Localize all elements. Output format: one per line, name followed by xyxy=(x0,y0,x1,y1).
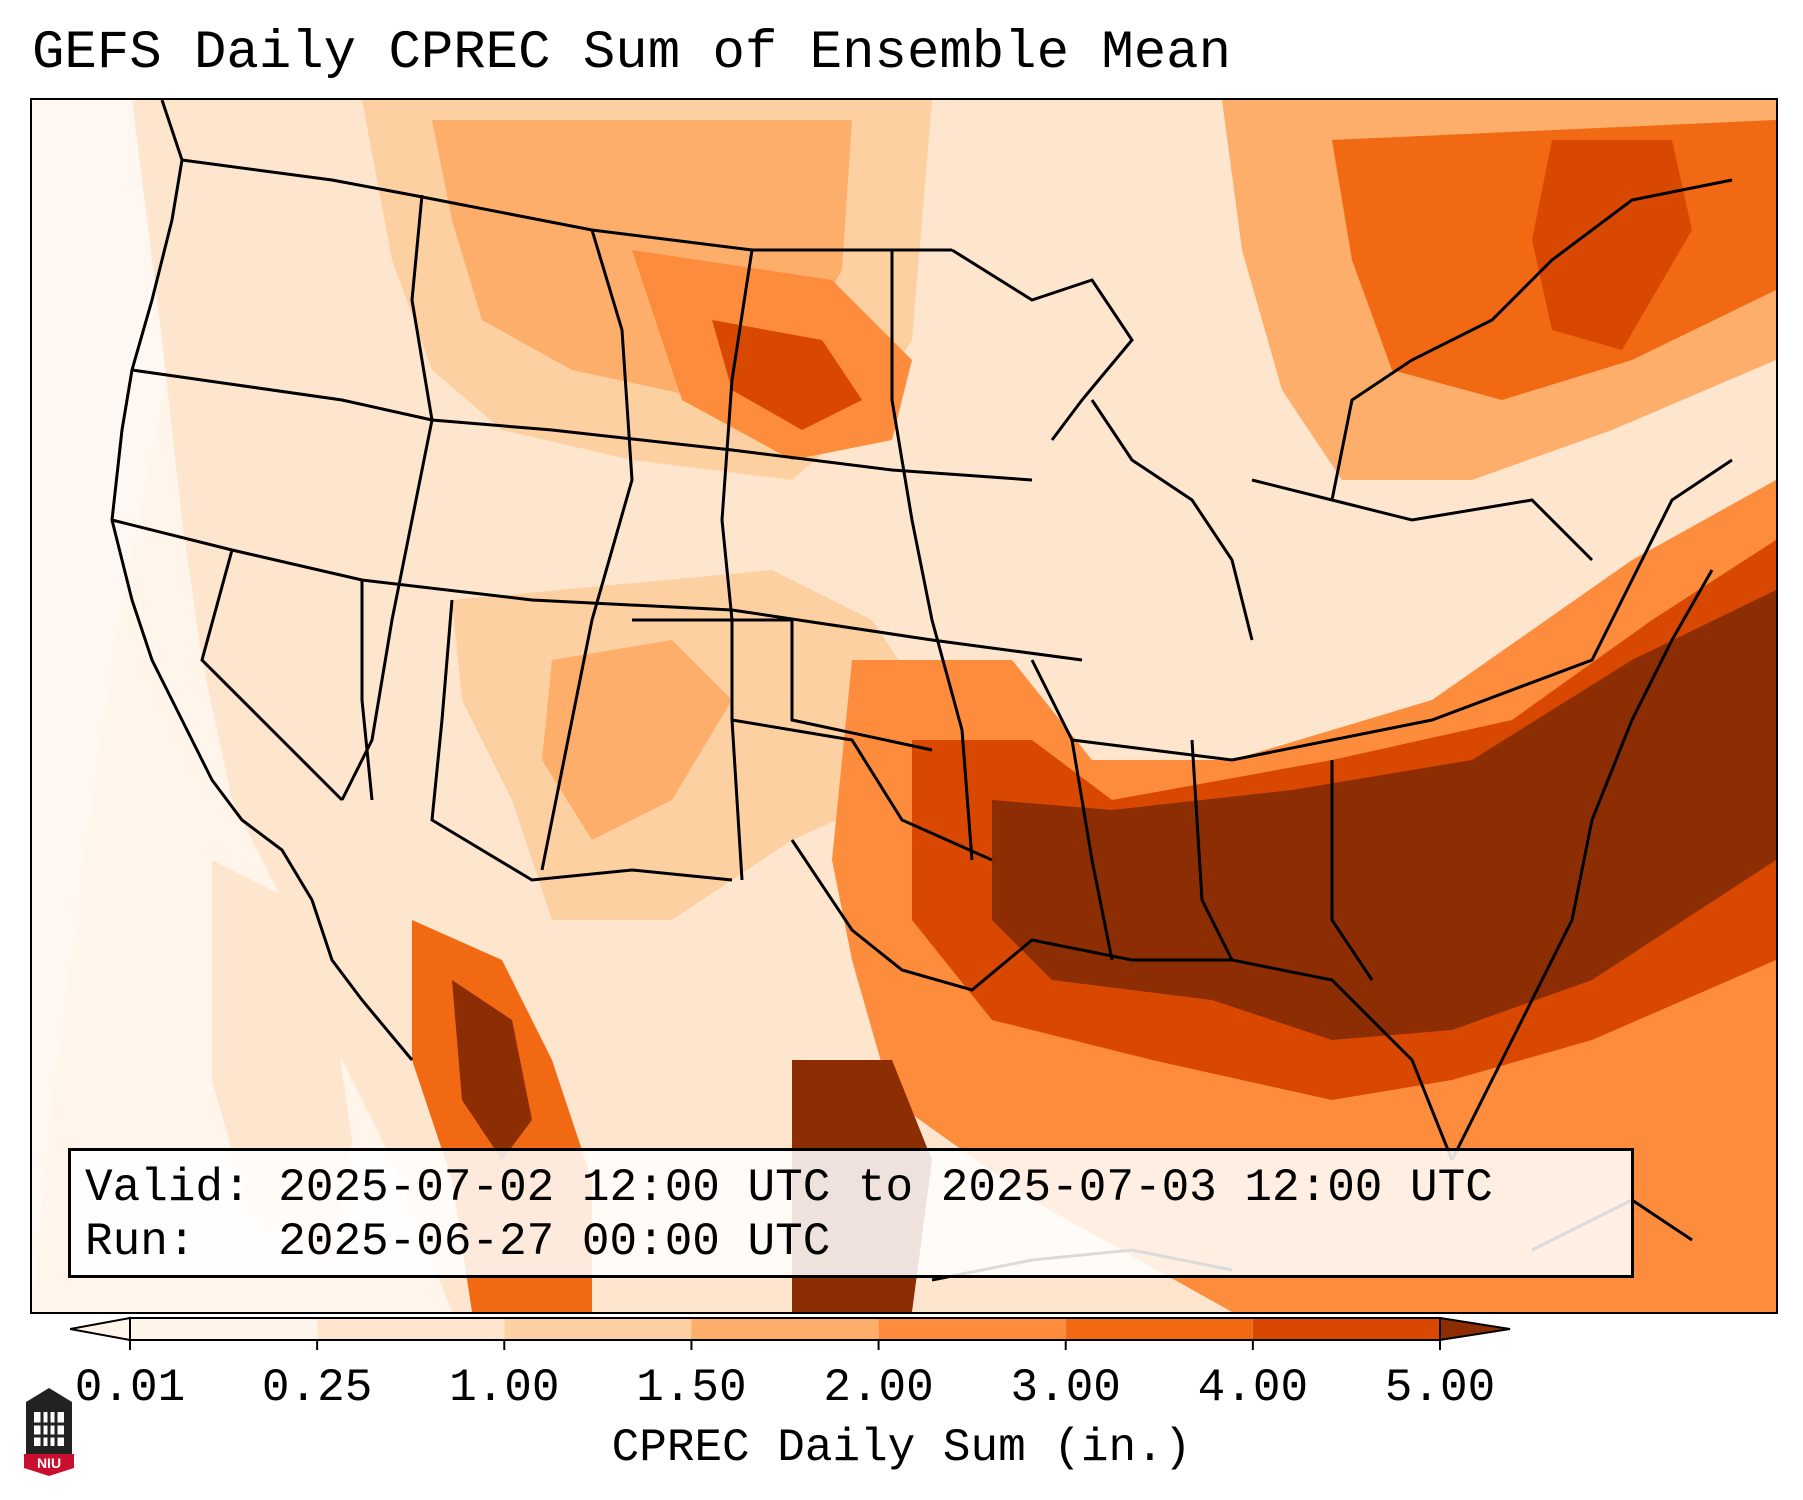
map-canvas xyxy=(32,100,1776,1312)
colorbar-segment xyxy=(130,1318,318,1340)
logo-tower-lines xyxy=(34,1412,64,1446)
logo-text: NIU xyxy=(37,1455,61,1471)
colorbar-segment xyxy=(878,1318,1066,1340)
valid-time-text: Valid: 2025-07-02 12:00 UTC to 2025-07-0… xyxy=(85,1162,1493,1214)
colorbar-tick-label: 0.25 xyxy=(261,1362,373,1414)
boundary-lines xyxy=(110,100,1733,1282)
colorbar-segment xyxy=(317,1318,505,1340)
colorbar-tick-label: 2.00 xyxy=(823,1362,934,1414)
precipitation-map xyxy=(30,98,1778,1314)
valid-run-info-box: Valid: 2025-07-02 12:00 UTC to 2025-07-0… xyxy=(68,1148,1634,1278)
colorbar-segments xyxy=(70,1316,1511,1342)
niu-logo: NIU xyxy=(24,1388,74,1476)
colorbar-tick-label: 5.00 xyxy=(1384,1362,1496,1414)
colorbar-ticks xyxy=(129,1340,1441,1350)
map-title: GEFS Daily CPREC Sum of Ensemble Mean xyxy=(32,23,1231,84)
colorbar-tick-label: 0.01 xyxy=(74,1362,186,1414)
colorbar-segment xyxy=(504,1318,692,1340)
colorbar-segment xyxy=(1252,1318,1440,1340)
colorbar-segment xyxy=(691,1318,879,1340)
colorbar-extension-high xyxy=(1439,1316,1511,1342)
colorbar-tick-label: 1.50 xyxy=(636,1362,747,1414)
colorbar-segment xyxy=(1065,1318,1253,1340)
logo-shield xyxy=(24,1454,74,1476)
colorbar-tick-label: 1.00 xyxy=(449,1362,560,1414)
colorbar-outline xyxy=(129,1317,1441,1341)
colorbar-title: CPREC Daily Sum (in.) xyxy=(611,1422,1192,1474)
run-time-text: Run: 2025-06-27 00:00 UTC xyxy=(85,1216,831,1268)
colorbar-extension-low xyxy=(70,1316,131,1342)
colorbar-tick-label: 4.00 xyxy=(1197,1362,1309,1414)
colorbar-tick-label: 3.00 xyxy=(1010,1362,1121,1414)
precip-shading xyxy=(32,100,1776,1312)
colorbar xyxy=(70,1316,1511,1350)
